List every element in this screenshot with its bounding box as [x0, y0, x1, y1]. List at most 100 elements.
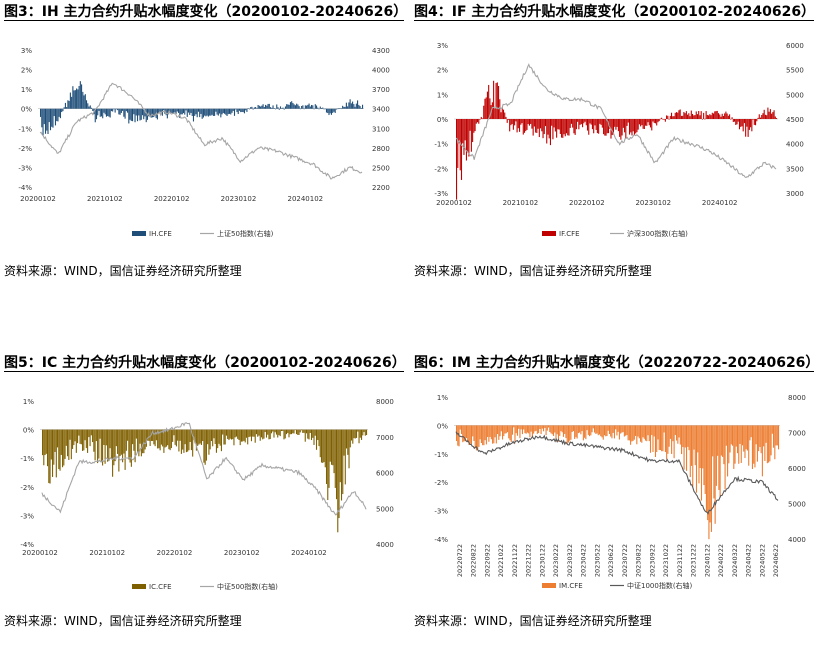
bar-mark [197, 108, 199, 112]
bar-mark [192, 429, 194, 457]
bar-mark [78, 86, 80, 109]
bar-mark [536, 119, 538, 133]
bar-mark [303, 108, 305, 110]
bar-mark [619, 119, 621, 137]
bar-mark [497, 425, 499, 435]
bar-mark [679, 109, 681, 119]
bar-mark [603, 119, 605, 135]
bar-mark [234, 429, 236, 438]
bar-mark [176, 108, 178, 112]
bar-mark [628, 425, 630, 441]
bar-mark [540, 119, 542, 129]
bar-mark [211, 108, 213, 115]
bar-mark [80, 429, 82, 445]
bar-mark [270, 429, 273, 434]
bar-mark [687, 425, 689, 447]
bar-mark [97, 429, 99, 464]
bar-mark [220, 108, 222, 118]
bar-series [456, 425, 780, 540]
bar-mark [661, 425, 663, 452]
bar-mark [651, 425, 653, 436]
bar-mark [362, 104, 364, 109]
bar-mark [748, 119, 750, 130]
bar-mark [300, 429, 303, 431]
bar-mark [174, 108, 176, 113]
bar-mark [210, 429, 212, 442]
bar-mark [509, 119, 511, 132]
bar-mark [773, 110, 775, 119]
bar-mark [124, 429, 126, 470]
left-tick-label: -2% [434, 165, 448, 173]
bar-mark [741, 119, 743, 127]
bar-mark [153, 108, 155, 118]
bar-mark [582, 119, 584, 128]
bar-mark [627, 119, 629, 123]
line-series [455, 63, 777, 179]
bar-mark [87, 103, 89, 109]
bar-mark [648, 119, 650, 126]
bar-mark [677, 112, 679, 119]
bar-mark [123, 429, 125, 454]
right-tick-label: 6000 [376, 470, 394, 478]
bar-mark [733, 119, 736, 122]
bar-mark [265, 429, 268, 438]
left-tick-label: 1% [21, 86, 32, 94]
x-tick-label: 20230102 [224, 549, 260, 557]
bar-mark [322, 429, 324, 463]
bar-mark [182, 108, 185, 114]
bar-mark [339, 108, 341, 109]
bar-mark [129, 429, 131, 463]
bar-mark [279, 106, 282, 109]
bar-mark [201, 108, 203, 119]
bar-mark [575, 119, 577, 130]
bar-mark [167, 429, 169, 446]
bar-mark [98, 108, 100, 111]
bar-mark [99, 429, 101, 439]
bar-mark [668, 425, 670, 447]
bar-mark [279, 429, 281, 437]
bar-mark [334, 429, 336, 488]
bar-mark [250, 107, 252, 109]
x-tick-label: 20230102 [221, 195, 257, 203]
bar-mark [228, 108, 231, 114]
bar-mark [742, 119, 744, 132]
chart-plot-ic: 1% 0% -1% -2% -3% -4% 8000 7000 6000 5000 4000 2020… [20, 398, 394, 591]
bar-mark [727, 425, 729, 477]
bar-mark [127, 108, 129, 113]
bar-mark [595, 119, 597, 130]
bar-mark [329, 429, 331, 462]
bar-mark [501, 107, 503, 119]
bar-mark [220, 429, 222, 452]
bar-mark [265, 104, 267, 109]
bar-mark [262, 104, 264, 109]
bar-mark [483, 425, 485, 446]
bar-mark [153, 429, 155, 445]
bar-mark [614, 119, 616, 127]
chart-title: 图3：IH 主力合约升贴水幅度变化（20200102-20240626） [4, 4, 408, 20]
bar-mark [465, 119, 467, 161]
bar-mark [169, 429, 171, 451]
bar-mark [272, 105, 274, 109]
legend-bar-swatch [132, 231, 146, 236]
bar-mark [76, 88, 78, 109]
bar-mark [177, 429, 179, 441]
bar-mark [635, 119, 637, 134]
bar-mark [207, 108, 209, 117]
bar-mark [533, 425, 535, 434]
bar-mark [340, 429, 343, 501]
bar-mark [673, 425, 675, 459]
bar-mark [506, 425, 509, 433]
bar-mark [743, 119, 745, 124]
bar-mark [95, 429, 97, 442]
bar-mark [556, 119, 558, 138]
bar-mark [757, 117, 759, 119]
left-tick-label: -1% [18, 125, 32, 133]
bar-mark [486, 91, 488, 119]
bar-mark [647, 425, 649, 436]
bar-mark [570, 119, 573, 124]
bar-mark [107, 108, 109, 116]
bar-mark [357, 100, 359, 109]
bar-mark [134, 108, 136, 123]
bar-mark [758, 114, 760, 119]
bar-mark [339, 429, 341, 483]
